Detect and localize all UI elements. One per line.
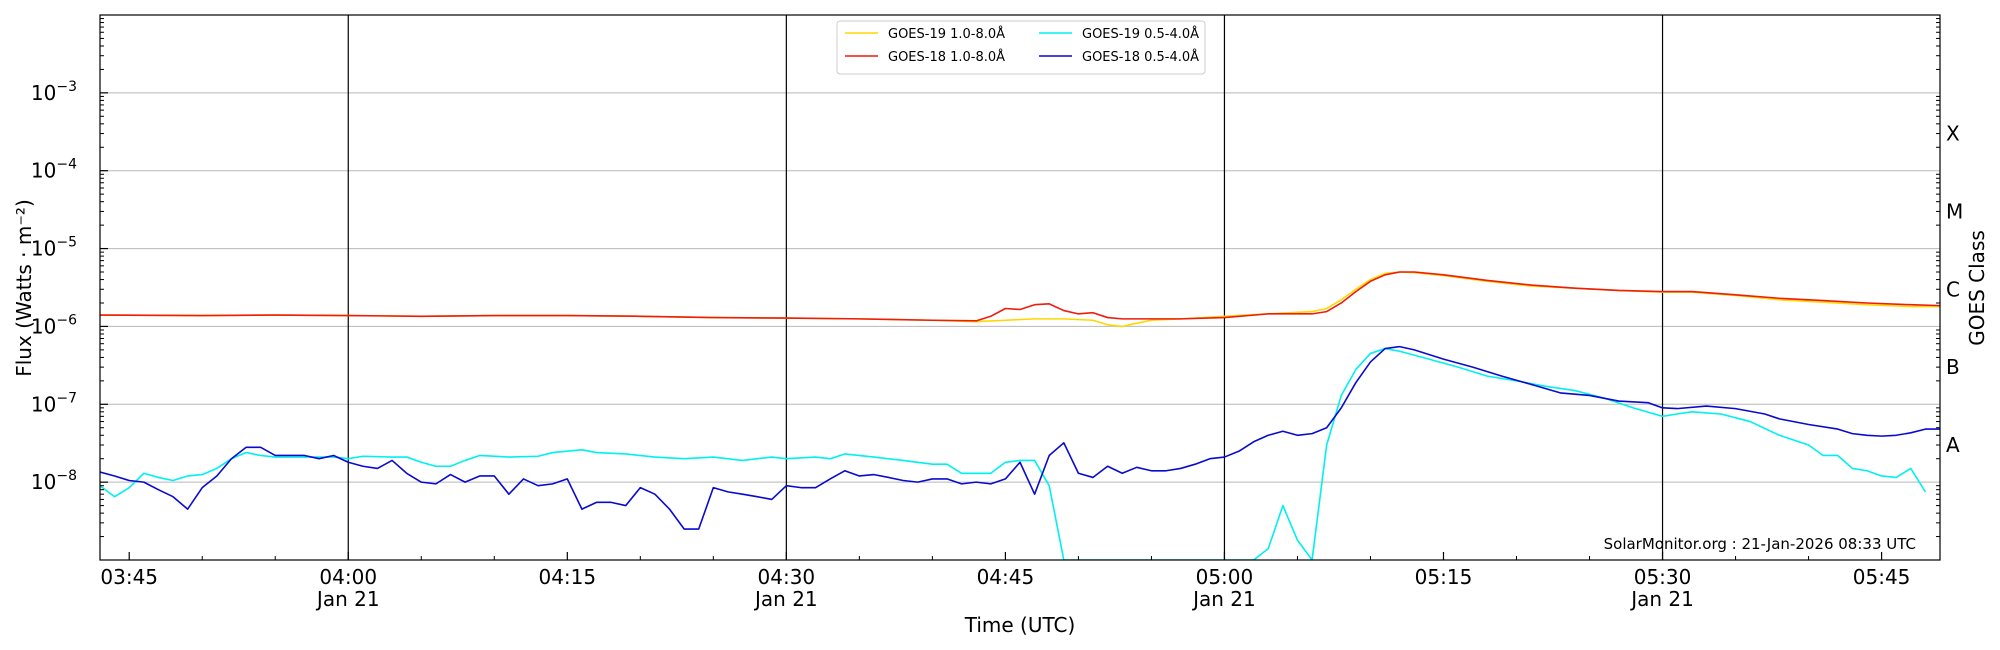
legend-label: GOES-18 1.0-8.0Å bbox=[888, 49, 1005, 65]
x-tick-label: 04:15 bbox=[538, 565, 596, 589]
goes-class-label: A bbox=[1946, 433, 1960, 457]
goes-class-label: B bbox=[1946, 355, 1960, 379]
y-axis-title: Flux (Watts · m⁻²) bbox=[12, 199, 36, 377]
legend-label: GOES-18 0.5-4.0Å bbox=[1082, 49, 1199, 65]
goes-class-label: X bbox=[1946, 122, 1960, 146]
x-tick-date-label: Jan 21 bbox=[1191, 587, 1256, 611]
series-line bbox=[100, 271, 1940, 322]
legend-frame bbox=[836, 20, 1206, 75]
series-line bbox=[100, 345, 1940, 530]
y-tick-label: 10−3 bbox=[31, 79, 77, 105]
plot-background bbox=[100, 15, 1940, 560]
credit-annotation: SolarMonitor.org : 21-Jan-2026 08:33 UTC bbox=[1604, 535, 1916, 553]
y-tick-label: 10−8 bbox=[31, 468, 77, 494]
x-tick-date-label: Jan 21 bbox=[753, 587, 818, 611]
x-tick-date-label: Jan 21 bbox=[315, 587, 380, 611]
y2-axis-title: GOES Class bbox=[1965, 230, 1989, 346]
y-tick-label: 10−7 bbox=[31, 390, 77, 416]
x-tick-label: 05:00 bbox=[1196, 565, 1254, 589]
x-tick-label: 04:30 bbox=[758, 565, 816, 589]
legend-label: GOES-19 1.0-8.0Å bbox=[888, 26, 1005, 42]
x-tick-label: 04:45 bbox=[977, 565, 1035, 589]
plot-frame bbox=[99, 14, 1941, 561]
legend: GOES-19 1.0-8.0Å GOES-18 1.0-8.0Å GOES-19 … bbox=[836, 20, 1206, 75]
x-axis-title: Time (UTC) bbox=[964, 613, 1076, 637]
goes-class-label: C bbox=[1946, 277, 1960, 301]
goes-class-axis: A B C M X bbox=[1946, 122, 1963, 457]
series-lines bbox=[100, 271, 1940, 560]
y-axis-ticks: 10−8 10−7 10−6 10−5 10−4 10−3 bbox=[31, 18, 1940, 538]
y-tick-label: 10−6 bbox=[31, 312, 77, 338]
x-tick-label: 05:45 bbox=[1853, 565, 1911, 589]
goes-class-label: M bbox=[1946, 199, 1963, 223]
x-tick-label: 04:00 bbox=[319, 565, 377, 589]
date-boundary-lines bbox=[347, 15, 1664, 560]
x-tick-label: 05:15 bbox=[1415, 565, 1473, 589]
legend-label: GOES-19 0.5-4.0Å bbox=[1082, 26, 1199, 42]
y-tick-label: 10−5 bbox=[31, 235, 77, 261]
y-tick-label: 10−4 bbox=[31, 157, 77, 183]
grid-lines bbox=[100, 92, 1940, 483]
x-tick-label: 05:30 bbox=[1634, 565, 1692, 589]
x-tick-label: 03:45 bbox=[100, 565, 158, 589]
x-tick-date-label: Jan 21 bbox=[1629, 587, 1694, 611]
